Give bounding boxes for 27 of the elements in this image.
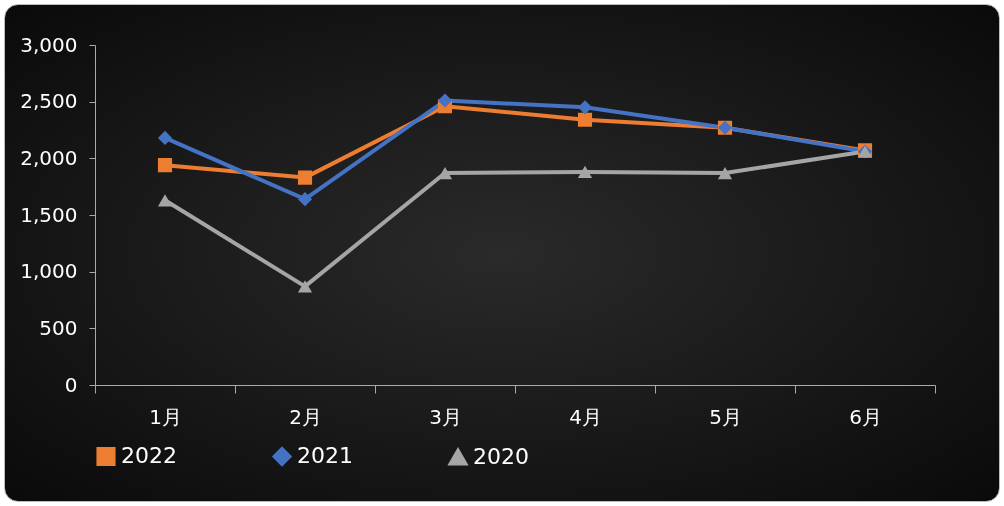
x-tick-label: 5月 — [709, 404, 742, 429]
x-tick-label: 1月 — [149, 404, 182, 429]
y-tick-label: 3,000 — [20, 32, 78, 57]
x-tick-label: 4月 — [569, 404, 602, 429]
x-tick-label: 3月 — [429, 404, 462, 429]
legend-label: 2020 — [473, 444, 529, 470]
legend-label: 2022 — [121, 443, 177, 469]
point — [157, 158, 173, 173]
legend-label: 2021 — [297, 443, 353, 469]
point — [157, 194, 173, 207]
point — [157, 130, 173, 145]
y-tick-label: 0 — [64, 372, 78, 397]
point — [577, 100, 593, 115]
y-tick-label: 2,500 — [20, 89, 78, 114]
x-tick-label: 2月 — [289, 404, 322, 429]
point — [437, 93, 453, 108]
y-tick-label: 2,000 — [20, 145, 78, 170]
point — [717, 166, 733, 180]
x-tick-label: 6月 — [849, 404, 882, 429]
point — [577, 112, 593, 127]
y-tick-label: 1,000 — [20, 259, 78, 284]
point — [297, 192, 313, 207]
y-tick-label: 500 — [39, 315, 78, 340]
point — [297, 280, 313, 293]
point — [577, 165, 593, 179]
y-tick-label: 1,500 — [20, 202, 78, 227]
point — [297, 170, 313, 185]
